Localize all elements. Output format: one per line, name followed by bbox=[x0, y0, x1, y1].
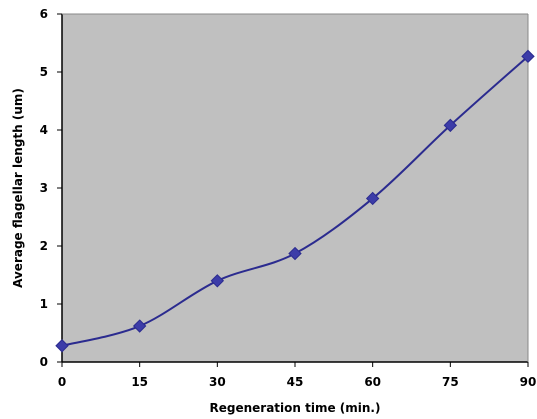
data-point-marker bbox=[443, 118, 458, 133]
y-tick-label: 0 bbox=[40, 355, 48, 369]
y-tick-label: 3 bbox=[40, 181, 48, 195]
data-point-marker bbox=[365, 191, 380, 206]
y-tick-label: 5 bbox=[40, 65, 48, 79]
y-tick-label: 1 bbox=[40, 297, 48, 311]
y-tick-label: 6 bbox=[40, 7, 48, 21]
x-tick-label: 30 bbox=[209, 375, 226, 389]
x-axis-ticks: 0 15 30 45 60 75 90 bbox=[58, 362, 537, 389]
y-axis-ticks: 0 1 2 3 4 5 6 bbox=[40, 7, 62, 369]
series-markers bbox=[55, 49, 535, 353]
plot-area bbox=[62, 14, 528, 362]
x-tick-label: 90 bbox=[520, 375, 537, 389]
data-point-marker bbox=[521, 49, 535, 64]
x-tick-label: 0 bbox=[58, 375, 66, 389]
y-axis-title: Average flagellar length (um) bbox=[11, 88, 25, 288]
data-point-marker bbox=[55, 339, 69, 353]
data-point-marker bbox=[210, 274, 225, 288]
x-tick-label: 75 bbox=[442, 375, 459, 389]
x-tick-label: 15 bbox=[131, 375, 148, 389]
x-axis-title: Regeneration time (min.) bbox=[210, 401, 381, 415]
x-tick-label: 60 bbox=[364, 375, 381, 389]
y-tick-label: 2 bbox=[40, 239, 48, 253]
data-point-marker bbox=[132, 319, 147, 333]
x-tick-label: 45 bbox=[287, 375, 304, 389]
y-tick-label: 4 bbox=[40, 123, 48, 137]
data-point-marker bbox=[288, 246, 302, 261]
